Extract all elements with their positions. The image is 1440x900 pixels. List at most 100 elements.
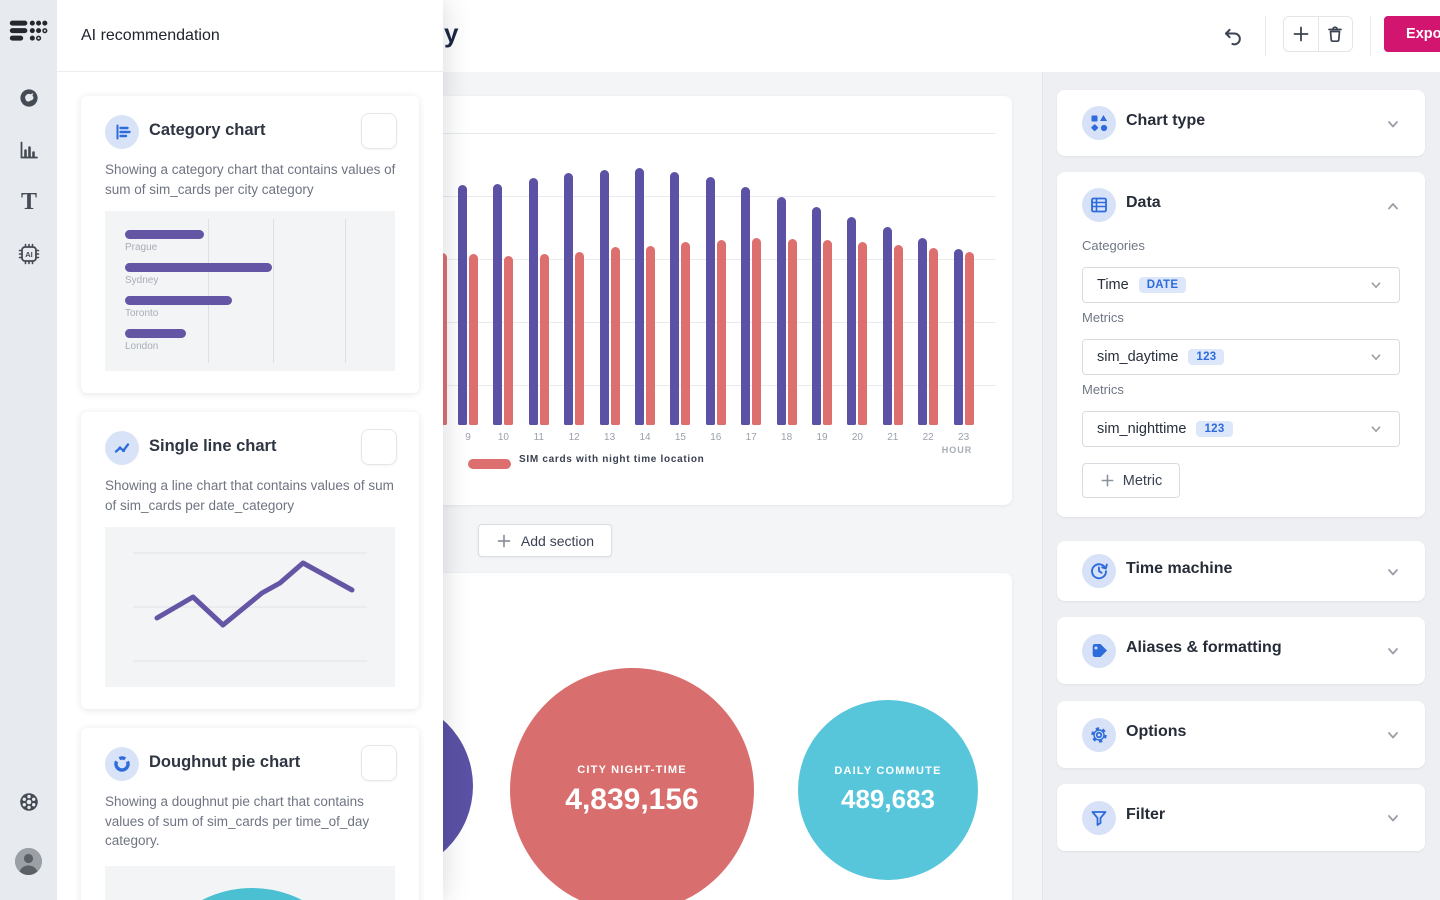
mini-line-svg — [133, 552, 367, 662]
add-chart-button[interactable] — [1284, 17, 1318, 51]
hour-tick-label: 21 — [887, 432, 899, 443]
group-divider — [1317, 17, 1319, 51]
section-aliases-formatting[interactable]: Aliases & formatting — [1057, 617, 1425, 684]
undo-button[interactable] — [1220, 24, 1244, 48]
data-table-icon — [1082, 188, 1116, 222]
chevron-up-icon[interactable] — [1383, 196, 1403, 216]
night-bar — [858, 242, 868, 425]
mini-category-label: Sydney — [125, 275, 159, 286]
mini-category-bar — [125, 296, 232, 305]
categories-label: Categories — [1082, 238, 1145, 253]
gridline — [443, 196, 996, 197]
plugin-wheel-icon — [20, 793, 38, 811]
hour-tick-label: 10 — [497, 432, 509, 443]
kpi-bubble-value: 489,683 — [841, 784, 935, 814]
legend-label: SIM cards with night time location — [519, 454, 705, 465]
hour-tick-label: 14 — [639, 432, 651, 443]
chevron-down-icon[interactable] — [1383, 114, 1403, 134]
section-title: Data — [1126, 194, 1161, 211]
section-title: Aliases & formatting — [1126, 639, 1282, 656]
toolbar-divider — [1265, 16, 1266, 56]
mini-category-bar — [125, 230, 204, 239]
day-bar — [670, 172, 680, 425]
text-icon: T — [20, 188, 37, 215]
hour-tick-label: 20 — [851, 432, 863, 443]
day-bar — [705, 177, 715, 425]
metric-select-nighttime[interactable]: sim_nighttime 123 — [1082, 411, 1400, 447]
metrics-label: Metrics — [1082, 382, 1124, 397]
toolbar-divider — [1370, 16, 1371, 56]
hour-tick-label: 19 — [816, 432, 828, 443]
mini-doughnut-arc — [142, 888, 362, 900]
hour-tick-label: 16 — [710, 432, 722, 443]
category-select[interactable]: Time DATE — [1082, 267, 1400, 303]
avatar-photo — [15, 848, 42, 875]
plus-icon — [497, 534, 511, 547]
chevron-down-icon[interactable] — [1383, 562, 1403, 582]
tag-icon — [1082, 634, 1116, 668]
mini-line-chart — [105, 527, 395, 687]
chevron-down-icon[interactable] — [1383, 808, 1403, 828]
line-chart-icon — [105, 431, 139, 465]
ai-card-description: Showing a line chart that contains value… — [105, 478, 394, 513]
section-filter[interactable]: Filter — [1057, 784, 1425, 851]
ai-card-checkbox[interactable] — [361, 113, 397, 149]
export-button[interactable]: Export — [1384, 16, 1440, 52]
metric-select-daytime[interactable]: sim_daytime 123 — [1082, 339, 1400, 375]
ai-card-category-chart[interactable]: Category chart Showing a category chart … — [81, 96, 419, 393]
sidebar-item-text[interactable]: T — [16, 189, 42, 215]
ai-card-checkbox[interactable] — [361, 429, 397, 465]
day-bar — [635, 168, 644, 425]
kpi-bubble: DAILY COMMUTE 489,683 — [798, 700, 978, 880]
section-title: Filter — [1126, 806, 1166, 823]
sidebar-item-ai[interactable]: AI — [16, 241, 42, 267]
hour-tick-label: 22 — [922, 432, 934, 443]
section-chart-type[interactable]: Chart type — [1057, 90, 1425, 156]
chevron-down-icon[interactable] — [1383, 725, 1403, 745]
section-title: Chart type — [1126, 112, 1206, 129]
hour-tick-label: 15 — [674, 432, 686, 443]
hour-tick-label: 23 — [958, 432, 970, 443]
add-section-button[interactable]: Add section — [478, 524, 612, 557]
section-time-machine[interactable]: Time machine — [1057, 541, 1425, 601]
user-avatar[interactable] — [15, 848, 42, 875]
sidebar-item-explore[interactable] — [16, 85, 42, 111]
mini-gridline — [345, 219, 346, 363]
night-bar — [539, 254, 549, 425]
ai-card-single-line-chart[interactable]: Single line chart Showing a line chart t… — [81, 412, 419, 709]
legend-swatch — [468, 459, 511, 469]
mini-category-bar — [125, 329, 186, 338]
day-bar — [776, 197, 786, 425]
chevron-down-icon[interactable] — [1383, 641, 1403, 661]
night-bar — [964, 252, 974, 425]
delete-chart-button[interactable] — [1318, 17, 1352, 51]
hour-tick-label: 13 — [604, 432, 616, 443]
hourly-bar-chart: 9 10 11 12 13 14 15 16 17 18 19 20 21 22 23 — [427, 96, 1012, 505]
mini-category-chart: Prague Sydney Toronto London — [105, 211, 395, 371]
section-title: Time machine — [1126, 560, 1233, 577]
kpi-bubble-value: 4,839,156 — [565, 782, 699, 816]
metric-value: sim_daytime — [1097, 349, 1179, 365]
x-axis-title: HOUR — [941, 445, 973, 455]
add-section-label: Add section — [520, 532, 595, 549]
mini-gridline — [208, 219, 209, 363]
date-type-badge: DATE — [1138, 277, 1187, 293]
page-title: y — [444, 18, 459, 48]
ai-card-checkbox[interactable] — [361, 745, 397, 781]
night-bar — [716, 240, 726, 425]
sidebar-item-charts[interactable] — [16, 137, 42, 163]
mini-gridline — [273, 219, 274, 363]
ai-card-doughnut-pie-chart[interactable]: Doughnut pie chart Showing a doughnut pi… — [81, 728, 419, 900]
night-bar — [823, 240, 832, 425]
day-bar — [918, 238, 928, 425]
sidebar-item-plugins[interactable] — [16, 789, 42, 815]
night-bar — [646, 246, 655, 425]
add-metric-label: Metric — [1122, 472, 1163, 489]
day-bar — [458, 185, 467, 425]
section-options[interactable]: Options — [1057, 701, 1425, 768]
add-metric-button[interactable]: Metric — [1082, 463, 1180, 498]
day-bar — [812, 207, 821, 425]
time-machine-icon — [1082, 554, 1116, 588]
day-bar — [528, 178, 538, 425]
chart-type-icon — [1082, 106, 1116, 140]
